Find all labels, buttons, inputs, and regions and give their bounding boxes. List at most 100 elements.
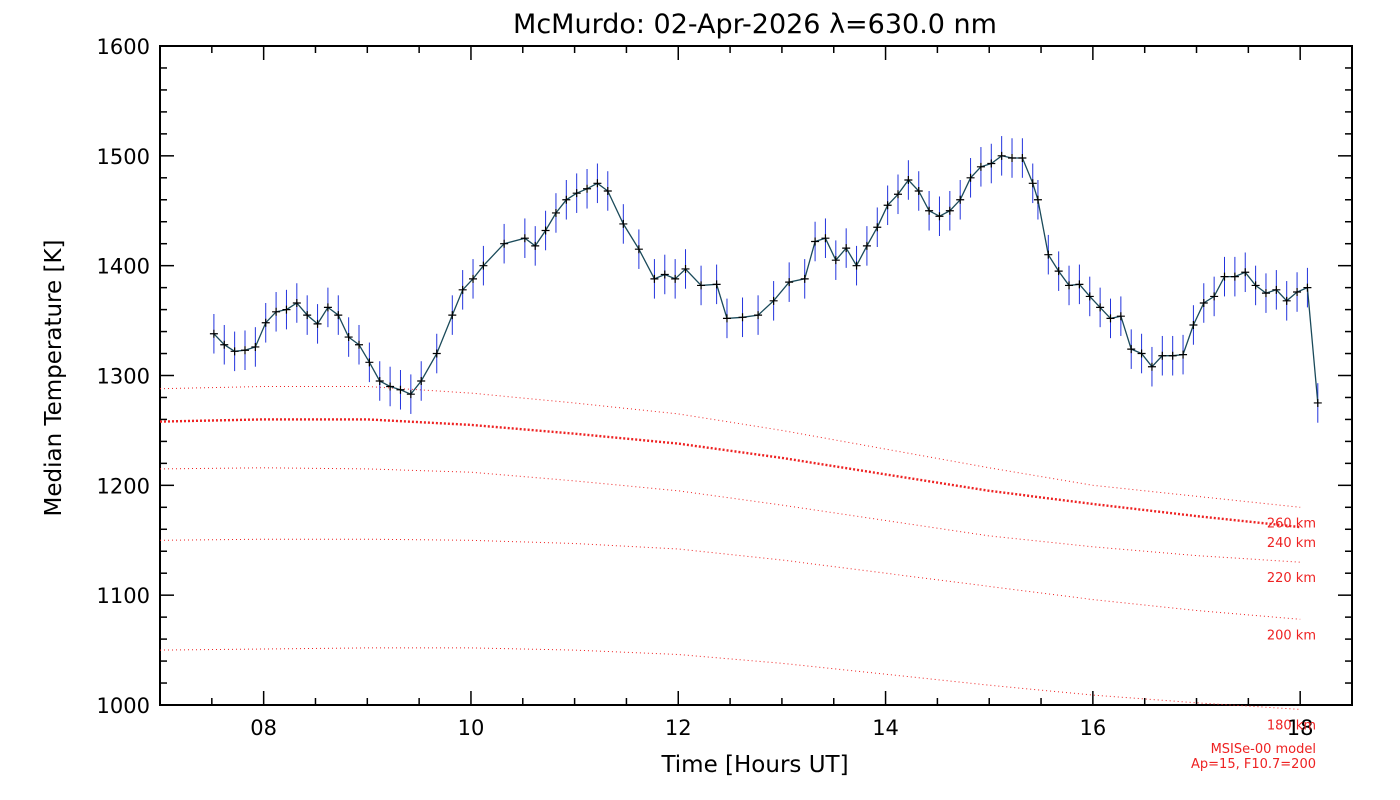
y-axis-label: Median Temperature [K] [41, 240, 67, 517]
data-point [925, 206, 934, 215]
temperature-line [213, 155, 1319, 404]
data-point [800, 274, 809, 283]
data-point [873, 223, 882, 232]
data-point [1158, 351, 1167, 360]
data-point [842, 244, 851, 253]
data-point [209, 329, 218, 338]
model-curve-label: 240 km [1267, 536, 1316, 551]
data-point [344, 333, 353, 342]
x-tick-label: 16 [1080, 716, 1107, 740]
data-point [811, 237, 820, 246]
data-point [479, 261, 488, 270]
data-point [1210, 292, 1219, 301]
data-point [1028, 179, 1037, 188]
data-point [1085, 292, 1094, 301]
model-note-line-2: Ap=15, F10.7=200 [1191, 757, 1316, 772]
data-point [220, 340, 229, 349]
data-point [396, 385, 405, 394]
y-tick-label: 1500 [97, 145, 150, 169]
data-series [209, 136, 1322, 423]
data-point [458, 285, 467, 294]
data-point [1106, 314, 1115, 323]
data-point [272, 307, 281, 316]
model-curve-label: 200 km [1267, 628, 1316, 643]
data-point [1251, 281, 1260, 290]
data-point [650, 274, 659, 283]
plot-frame [159, 45, 1353, 706]
model-curve-220-km [159, 467, 1301, 563]
data-point [1199, 299, 1208, 308]
data-point [500, 239, 509, 248]
data-point [375, 376, 384, 385]
model-note-line-1: MSISe-00 model [1211, 742, 1316, 757]
data-point [417, 376, 426, 385]
data-point [712, 280, 721, 289]
data-point [1179, 350, 1188, 359]
data-point [1261, 289, 1270, 298]
y-tick-label: 1100 [97, 584, 150, 608]
data-point [1008, 154, 1017, 163]
x-tick-label: 10 [458, 716, 485, 740]
y-tick-label: 1600 [97, 35, 150, 59]
model-curve-240-km [159, 418, 1301, 529]
model-curve-label: 260 km [1267, 516, 1316, 531]
data-point [261, 318, 270, 327]
data-point [671, 274, 680, 283]
data-point [831, 256, 840, 265]
data-point [738, 313, 747, 322]
data-point [1168, 351, 1177, 360]
data-point [448, 311, 457, 320]
axes-frame [159, 45, 1353, 706]
data-point [904, 175, 913, 184]
data-point [914, 186, 923, 195]
data-point [240, 346, 249, 355]
data-point [754, 311, 763, 320]
data-point [531, 241, 540, 250]
data-point [313, 319, 322, 328]
data-point [1241, 268, 1250, 277]
data-point [323, 303, 332, 312]
x-tick-label: 18 [1287, 716, 1314, 740]
data-point [593, 179, 602, 188]
data-point [386, 382, 395, 391]
data-point [894, 190, 903, 199]
data-point [1313, 398, 1322, 407]
data-point [821, 234, 830, 243]
data-point [1116, 312, 1125, 321]
data-point [1018, 154, 1027, 163]
data-point [883, 201, 892, 210]
data-point [1293, 288, 1302, 297]
data-point [292, 299, 301, 308]
data-point [406, 390, 415, 399]
model-curve-200-km [159, 538, 1301, 620]
data-point [230, 347, 239, 356]
model-curve-260-km [159, 386, 1301, 508]
data-point [1044, 250, 1053, 259]
data-point [785, 278, 794, 287]
data-point [1303, 283, 1312, 292]
data-point [852, 261, 861, 270]
data-point [355, 340, 364, 349]
data-point [603, 186, 612, 195]
data-point [769, 296, 778, 305]
x-axis-label: Time [Hours UT] [660, 752, 848, 778]
data-point [251, 342, 260, 351]
data-point [619, 219, 628, 228]
data-point [1054, 267, 1063, 276]
model-curves: 260 km 240 km 220 km 200 km 180 km [159, 386, 1316, 733]
data-point [282, 305, 291, 314]
data-point [1096, 303, 1105, 312]
x-tick-label: 08 [250, 716, 277, 740]
y-tick-label: 1300 [97, 365, 150, 389]
data-point [1230, 272, 1239, 281]
data-point [945, 206, 954, 215]
data-point [660, 270, 669, 279]
model-curve-label: 180 km [1267, 718, 1316, 733]
data-point [634, 245, 643, 254]
y-tick-label: 1000 [97, 694, 150, 718]
data-point [1137, 349, 1146, 358]
data-point [432, 349, 441, 358]
data-point [1282, 296, 1291, 305]
data-point [1127, 345, 1136, 354]
data-point [1033, 195, 1042, 204]
